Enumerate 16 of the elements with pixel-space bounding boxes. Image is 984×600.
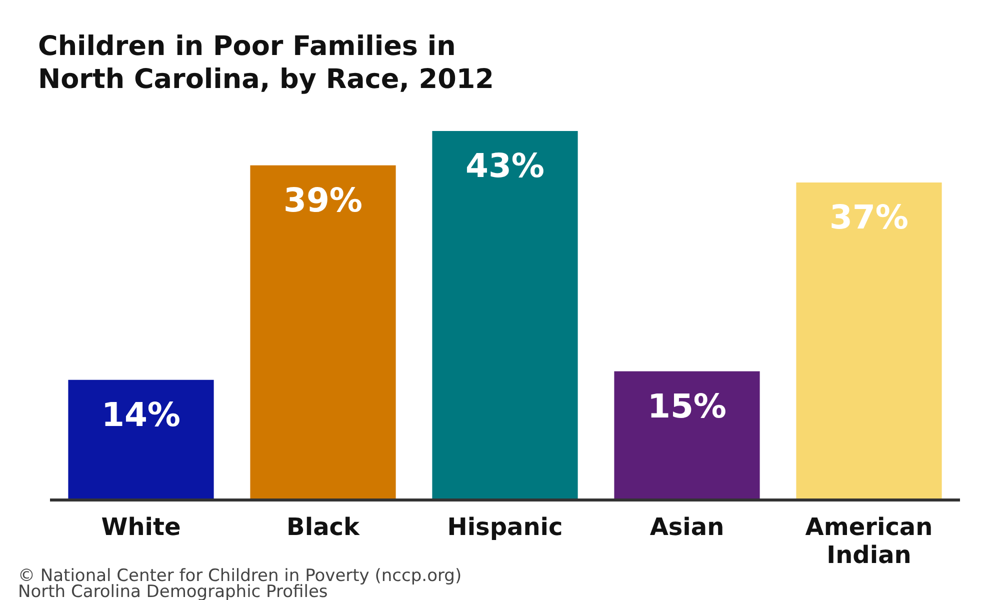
- data-label: 37%: [830, 197, 908, 236]
- x-tick-label: Black: [286, 513, 360, 541]
- x-tick-label: White: [101, 513, 181, 541]
- x-tick-label: Hispanic: [447, 513, 563, 541]
- bar: [250, 165, 396, 500]
- bar: [68, 380, 214, 500]
- bar: [614, 371, 760, 500]
- data-label: 14%: [102, 394, 180, 434]
- x-tick-label: Asian: [650, 513, 724, 541]
- bar: [796, 182, 942, 500]
- bar: [432, 131, 578, 500]
- data-label: 15%: [648, 386, 726, 426]
- chart-title: Children in Poor Families in North Carolina, by Race, 2012: [38, 31, 494, 95]
- data-label: 43%: [466, 146, 544, 185]
- x-tick-label: American Indian: [805, 513, 933, 569]
- data-label: 39%: [284, 180, 362, 220]
